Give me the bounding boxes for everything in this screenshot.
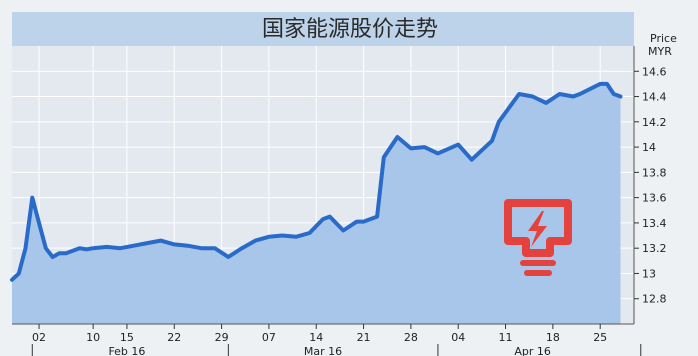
y-axis-label: Price bbox=[650, 32, 677, 45]
x-axis: 02 10 15 22 29 07 14 21 28 04 11 18 25 Feb 16 Mar 16 Ap… bbox=[12, 323, 642, 356]
y-tick-label: 14.6 bbox=[642, 65, 667, 78]
x-tick-label: 22 bbox=[167, 331, 181, 344]
price-area-fill bbox=[12, 83, 621, 325]
lightning-icon bbox=[528, 211, 547, 247]
x-tick-label: 15 bbox=[120, 331, 134, 344]
month-label: Mar 16 bbox=[304, 345, 342, 356]
logo-bar-lower bbox=[524, 270, 552, 276]
chart-title: 国家能源股价走势 bbox=[262, 17, 438, 42]
y-tick-label: 13.8 bbox=[642, 166, 667, 179]
y-tick-label: 13.6 bbox=[642, 192, 667, 205]
logo-bar-upper bbox=[520, 260, 556, 266]
y-tick-label: 14.2 bbox=[642, 116, 667, 129]
x-tick-label: 21 bbox=[357, 331, 371, 344]
price-area bbox=[12, 83, 621, 325]
x-tick-label: 07 bbox=[262, 331, 276, 344]
x-tick-label: 14 bbox=[309, 331, 323, 344]
x-tick-label: 02 bbox=[32, 331, 46, 344]
x-tick-label: 11 bbox=[499, 331, 513, 344]
price-line bbox=[10, 81, 623, 282]
y-tick-label: 13.2 bbox=[642, 242, 667, 255]
logo-mark bbox=[504, 199, 572, 276]
y-tick-label: 12.8 bbox=[642, 293, 667, 306]
y-tick-label: 14.4 bbox=[642, 91, 667, 104]
logo-box bbox=[504, 199, 572, 257]
x-tick-label: 18 bbox=[546, 331, 560, 344]
x-tick-label: 04 bbox=[451, 331, 465, 344]
y-tick-label: 13.4 bbox=[642, 217, 667, 230]
price-series-line bbox=[10, 81, 623, 282]
month-label: Apr 16 bbox=[514, 345, 551, 356]
x-tick-label: 25 bbox=[593, 331, 607, 344]
y-tick-label: 13 bbox=[642, 267, 656, 280]
x-tick-label: 10 bbox=[86, 331, 100, 344]
x-tick-label: 28 bbox=[404, 331, 418, 344]
y-axis: Price MYR 14.6 14.4 14.2 14 13.8 13.6 13.4 13.2… bbox=[633, 32, 677, 324]
y-tick-label: 14 bbox=[642, 141, 656, 154]
month-label: Feb 16 bbox=[108, 345, 145, 356]
title-bar bbox=[12, 12, 634, 46]
y-axis-unit: MYR bbox=[648, 45, 672, 58]
x-tick-label: 29 bbox=[215, 331, 229, 344]
